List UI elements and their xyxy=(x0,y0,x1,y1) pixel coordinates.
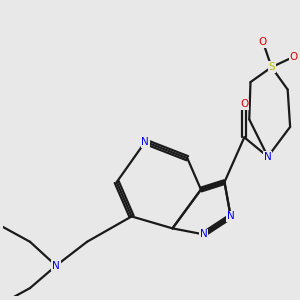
Text: S: S xyxy=(268,62,275,72)
Text: N: N xyxy=(227,212,235,221)
Text: N: N xyxy=(141,137,149,147)
Text: N: N xyxy=(264,152,272,162)
Text: N: N xyxy=(52,261,60,271)
Text: O: O xyxy=(259,37,267,47)
Text: O: O xyxy=(240,100,248,110)
Text: N: N xyxy=(200,229,207,239)
Text: O: O xyxy=(290,52,298,62)
